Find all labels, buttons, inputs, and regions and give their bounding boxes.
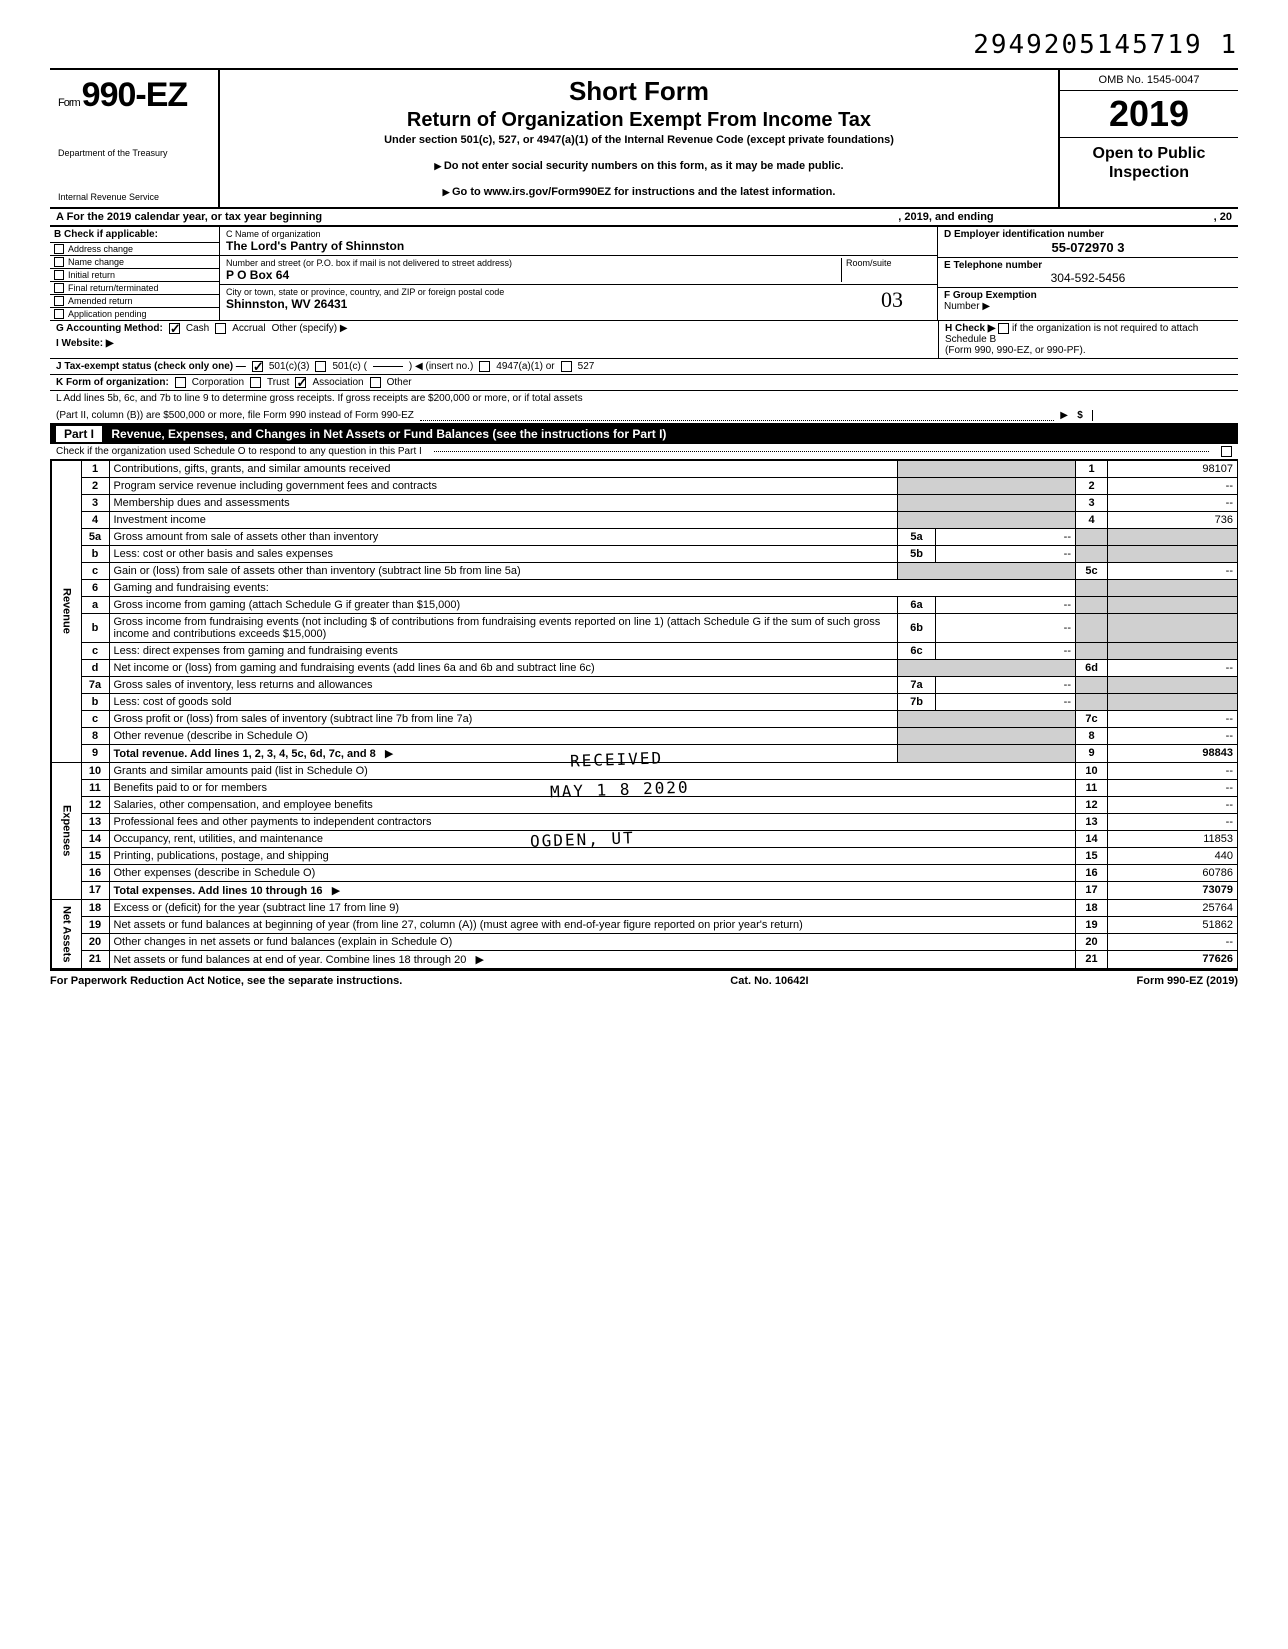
under-section-text: Under section 501(c), 527, or 4947(a)(1)… xyxy=(230,134,1048,146)
form-header: Form990-EZ Department of the Treasury In… xyxy=(50,68,1238,209)
sidetab-revenue: Revenue xyxy=(51,460,81,762)
chk-501c[interactable] xyxy=(315,361,326,372)
d-ein: D Employer identification number 55-0729… xyxy=(938,227,1238,258)
instructions-link: Go to www.irs.gov/Form990EZ for instruct… xyxy=(230,186,1048,198)
department-line-2: Internal Revenue Service xyxy=(58,193,210,203)
c-label: C Name of organization xyxy=(226,229,931,239)
part-i-table: Revenue 1Contributions, gifts, grants, a… xyxy=(50,460,1238,969)
j-tax-exempt-status: J Tax-exempt status (check only one) — 5… xyxy=(50,359,1238,375)
g-accounting-method: G Accounting Method: Cash Accrual Other … xyxy=(50,321,938,336)
city-value: Shinnston, WV 26431 xyxy=(226,297,881,311)
ssn-warning: Do not enter social security numbers on … xyxy=(230,160,1048,172)
col-b-checkboxes: B Check if applicable: Address change Na… xyxy=(50,227,220,320)
part-i-header: Part I Revenue, Expenses, and Changes in… xyxy=(50,424,1238,444)
ogden-stamp: OGDEN, UT xyxy=(530,828,635,851)
chk-cash[interactable] xyxy=(169,323,180,334)
part-i-check-row: Check if the organization used Schedule … xyxy=(50,444,1238,460)
chk-other-org[interactable] xyxy=(370,377,381,388)
col-d-e-f: D Employer identification number 55-0729… xyxy=(938,227,1238,320)
entity-info-block: B Check if applicable: Address change Na… xyxy=(50,227,1238,321)
c-street-row: Number and street (or P.O. box if mail i… xyxy=(220,256,937,285)
page-footer: For Paperwork Reduction Act Notice, see … xyxy=(50,969,1238,987)
chk-501c3[interactable] xyxy=(252,361,263,372)
a-mid: , 2019, and ending xyxy=(898,211,993,223)
e-phone: E Telephone number 304-592-5456 xyxy=(938,258,1238,288)
i-website: I Website: ▶ xyxy=(50,336,938,351)
chk-corporation[interactable] xyxy=(175,377,186,388)
document-number: 2949205145719 1 xyxy=(50,30,1238,60)
ein-value: 55-072970 3 xyxy=(944,240,1232,255)
omb-number: OMB No. 1545-0047 xyxy=(1060,70,1238,91)
c-city-row: City or town, state or province, country… xyxy=(220,285,937,315)
received-stamp: RECEIVED xyxy=(570,748,664,770)
chk-address-change[interactable]: Address change xyxy=(50,243,219,256)
chk-trust[interactable] xyxy=(250,377,261,388)
chk-application-pending[interactable]: Application pending xyxy=(50,308,219,320)
city-label: City or town, state or province, country… xyxy=(226,287,881,297)
form-word: Form xyxy=(58,97,80,109)
chk-4947[interactable] xyxy=(479,361,490,372)
phone-value: 304-592-5456 xyxy=(944,271,1232,285)
g-h-row: G Accounting Method: Cash Accrual Other … xyxy=(50,321,1238,359)
short-form-title: Short Form xyxy=(230,76,1048,107)
chk-accrual[interactable] xyxy=(215,323,226,334)
chk-527[interactable] xyxy=(561,361,572,372)
room-handwritten: 03 xyxy=(881,287,931,313)
k-form-of-organization: K Form of organization: Corporation Trus… xyxy=(50,375,1238,391)
l-gross-receipts: L Add lines 5b, 6c, and 7b to line 9 to … xyxy=(50,391,1238,424)
a-suffix: , 20 xyxy=(1214,211,1232,223)
chk-association[interactable] xyxy=(295,377,306,388)
f-group-exemption: F Group Exemption Number ▶ xyxy=(938,288,1238,320)
street-label: Number and street (or P.O. box if mail i… xyxy=(226,258,841,268)
paperwork-notice: For Paperwork Reduction Act Notice, see … xyxy=(50,975,402,987)
line-a-tax-year: A For the 2019 calendar year, or tax yea… xyxy=(50,209,1238,227)
chk-amended-return[interactable]: Amended return xyxy=(50,295,219,308)
chk-initial-return[interactable]: Initial return xyxy=(50,269,219,282)
col-c-name-address: C Name of organization The Lord's Pantry… xyxy=(220,227,938,320)
a-prefix: A For the 2019 calendar year, or tax yea… xyxy=(56,211,322,223)
catalog-number: Cat. No. 10642I xyxy=(730,975,808,987)
form-identifier-block: Form990-EZ Department of the Treasury In… xyxy=(50,70,220,207)
room-label: Room/suite xyxy=(846,258,931,268)
form-id: Form990-EZ xyxy=(58,76,210,115)
title-block: Short Form Return of Organization Exempt… xyxy=(220,70,1058,207)
org-name: The Lord's Pantry of Shinnston xyxy=(226,239,931,253)
sidetab-expenses: Expenses xyxy=(51,762,81,899)
b-title: B Check if applicable: xyxy=(50,227,219,243)
street-value: P O Box 64 xyxy=(226,268,841,282)
chk-schedule-b[interactable] xyxy=(998,323,1009,334)
chk-name-change[interactable]: Name change xyxy=(50,256,219,269)
form-footer-id: Form 990-EZ (2019) xyxy=(1137,975,1238,987)
year-box: OMB No. 1545-0047 20201919 Open to Publi… xyxy=(1058,70,1238,207)
part-i-label: Part I xyxy=(56,426,102,442)
sidetab-net-assets: Net Assets xyxy=(51,899,81,968)
open-to-public: Open to PublicInspection xyxy=(1060,138,1238,188)
h-schedule-b: H Check ▶ if the organization is not req… xyxy=(938,321,1238,358)
department-line-1: Department of the Treasury xyxy=(58,149,210,159)
chk-final-return[interactable]: Final return/terminated xyxy=(50,282,219,295)
return-subtitle: Return of Organization Exempt From Incom… xyxy=(230,109,1048,132)
c-name-row: C Name of organization The Lord's Pantry… xyxy=(220,227,937,256)
part-i-title: Revenue, Expenses, and Changes in Net As… xyxy=(111,427,666,441)
tax-year: 20201919 xyxy=(1060,91,1238,138)
chk-schedule-o[interactable] xyxy=(1221,446,1232,457)
form-number: 990-EZ xyxy=(82,76,188,114)
